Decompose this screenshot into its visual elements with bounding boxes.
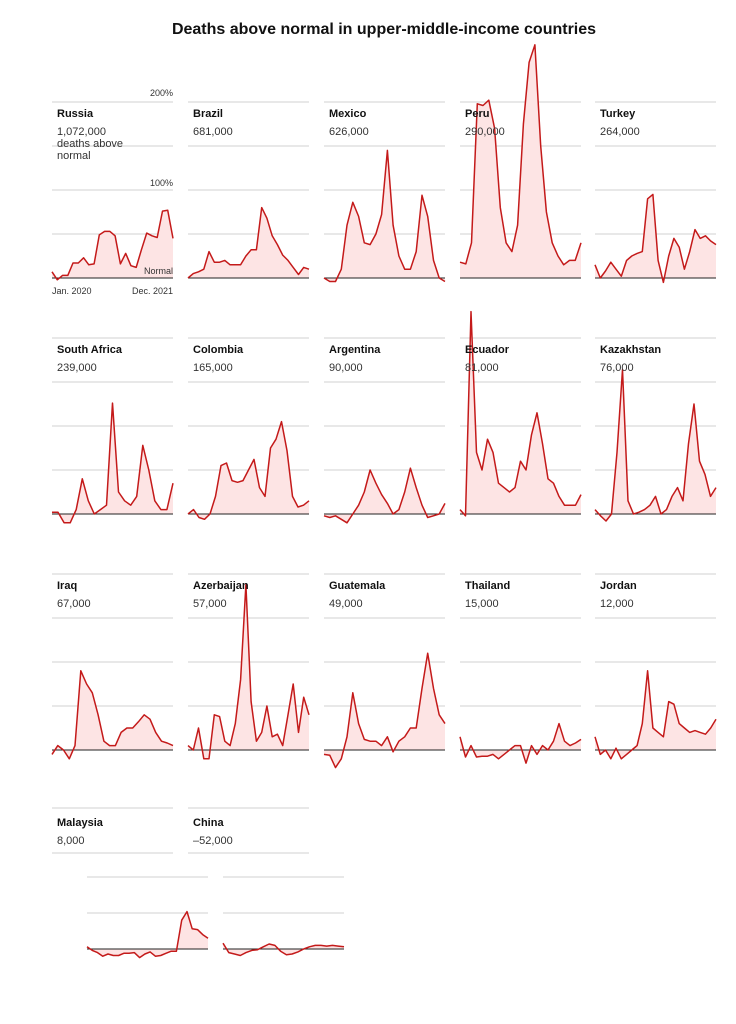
country-total: 76,000 xyxy=(600,362,634,374)
series-area xyxy=(460,44,581,278)
country-name: South Africa xyxy=(57,344,123,356)
series-line xyxy=(222,942,345,957)
series-area xyxy=(324,468,445,523)
country-name: Peru xyxy=(465,108,489,120)
unit-label-line2: normal xyxy=(57,150,91,162)
normal-label: Normal xyxy=(144,266,173,276)
country-total: 1,072,000 xyxy=(57,126,106,138)
chart-title: Deaths above normal in upper-middle-inco… xyxy=(172,21,596,38)
series-line xyxy=(51,209,174,281)
series-line xyxy=(459,44,582,266)
series-area xyxy=(324,150,445,282)
panel-ecuador: Ecuador 81,000 xyxy=(459,310,582,517)
country-name: Thailand xyxy=(465,580,510,592)
series-area xyxy=(188,584,309,759)
country-name: Azerbaijan xyxy=(193,580,249,592)
panel-mexico: Mexico 626,000 xyxy=(323,101,446,283)
panel-russia: Russia 1,072,000 200% 100% Normal Jan. 2020 De… xyxy=(51,88,174,296)
series-line xyxy=(594,670,717,760)
country-name: Malaysia xyxy=(57,817,104,829)
country-total: 8,000 xyxy=(57,835,85,847)
country-total: 626,000 xyxy=(329,126,369,138)
series-line xyxy=(187,583,310,760)
series-line xyxy=(323,149,446,283)
panel-south-africa: South Africa 239,000 xyxy=(52,337,174,524)
country-name: Guatemala xyxy=(329,580,386,592)
country-total: 49,000 xyxy=(329,598,363,610)
country-name: Kazakhstan xyxy=(600,344,661,356)
country-name: Colombia xyxy=(193,344,244,356)
series-area xyxy=(52,210,173,280)
panel-iraq: Iraq 67,000 xyxy=(51,573,174,760)
series-line xyxy=(187,206,310,279)
y-tick-200: 200% xyxy=(150,88,173,98)
country-total: 264,000 xyxy=(600,126,640,138)
series-line xyxy=(594,368,717,522)
series-line xyxy=(323,652,446,769)
series-line xyxy=(323,467,446,524)
country-total: 15,000 xyxy=(465,598,499,610)
series-area xyxy=(52,403,173,523)
country-name: Turkey xyxy=(600,108,636,120)
series-area xyxy=(52,670,173,759)
series-line xyxy=(86,910,209,959)
x-tick-end: Dec. 2021 xyxy=(132,286,173,296)
country-total: 12,000 xyxy=(600,598,634,610)
series-area xyxy=(324,653,445,768)
series-line xyxy=(52,402,174,524)
series-line xyxy=(459,310,582,517)
x-tick-start: Jan. 2020 xyxy=(52,286,92,296)
country-name: Iraq xyxy=(57,580,77,592)
series-area xyxy=(188,207,309,278)
y-tick-100: 100% xyxy=(150,178,173,188)
panel-brazil: Brazil 681,000 xyxy=(187,101,310,279)
panel-guatemala: Guatemala 49,000 xyxy=(323,573,446,769)
country-name: Brazil xyxy=(193,108,223,120)
country-total: 290,000 xyxy=(465,126,505,138)
panel-kazakhstan: Kazakhstan 76,000 xyxy=(594,337,717,522)
panel-thailand: Thailand 15,000 xyxy=(459,573,582,764)
country-name: Russia xyxy=(57,108,94,120)
country-name: Jordan xyxy=(600,580,637,592)
series-area xyxy=(595,670,716,759)
country-total: –52,000 xyxy=(193,835,233,847)
series-line xyxy=(51,670,174,760)
panel-argentina: Argentina 90,000 xyxy=(323,337,446,524)
series-line xyxy=(594,193,717,284)
series-area xyxy=(595,369,716,521)
panel-china: China –52,000 xyxy=(188,807,345,957)
country-total: 239,000 xyxy=(57,362,97,374)
panel-azerbaijan: Azerbaijan 57,000 xyxy=(187,573,310,760)
country-total: 57,000 xyxy=(193,598,227,610)
country-name: Ecuador xyxy=(465,344,510,356)
series-line xyxy=(187,420,310,521)
series-area xyxy=(595,194,716,283)
series-area xyxy=(460,723,581,764)
country-name: Argentina xyxy=(329,344,381,356)
country-total: 81,000 xyxy=(465,362,499,374)
panel-peru: Peru 290,000 xyxy=(459,44,582,279)
country-name: Mexico xyxy=(329,108,367,120)
panel-turkey: Turkey 264,000 xyxy=(594,101,717,284)
unit-label-line1: deaths above xyxy=(57,138,123,150)
country-total: 67,000 xyxy=(57,598,91,610)
country-total: 165,000 xyxy=(193,362,233,374)
series-line xyxy=(459,722,582,764)
panel-jordan: Jordan 12,000 xyxy=(594,573,717,760)
country-name: China xyxy=(193,817,224,829)
country-total: 681,000 xyxy=(193,126,233,138)
country-total: 90,000 xyxy=(329,362,363,374)
panel-malaysia: Malaysia 8,000 xyxy=(52,807,209,959)
series-area xyxy=(460,311,581,516)
panel-colombia: Colombia 165,000 xyxy=(187,337,310,521)
